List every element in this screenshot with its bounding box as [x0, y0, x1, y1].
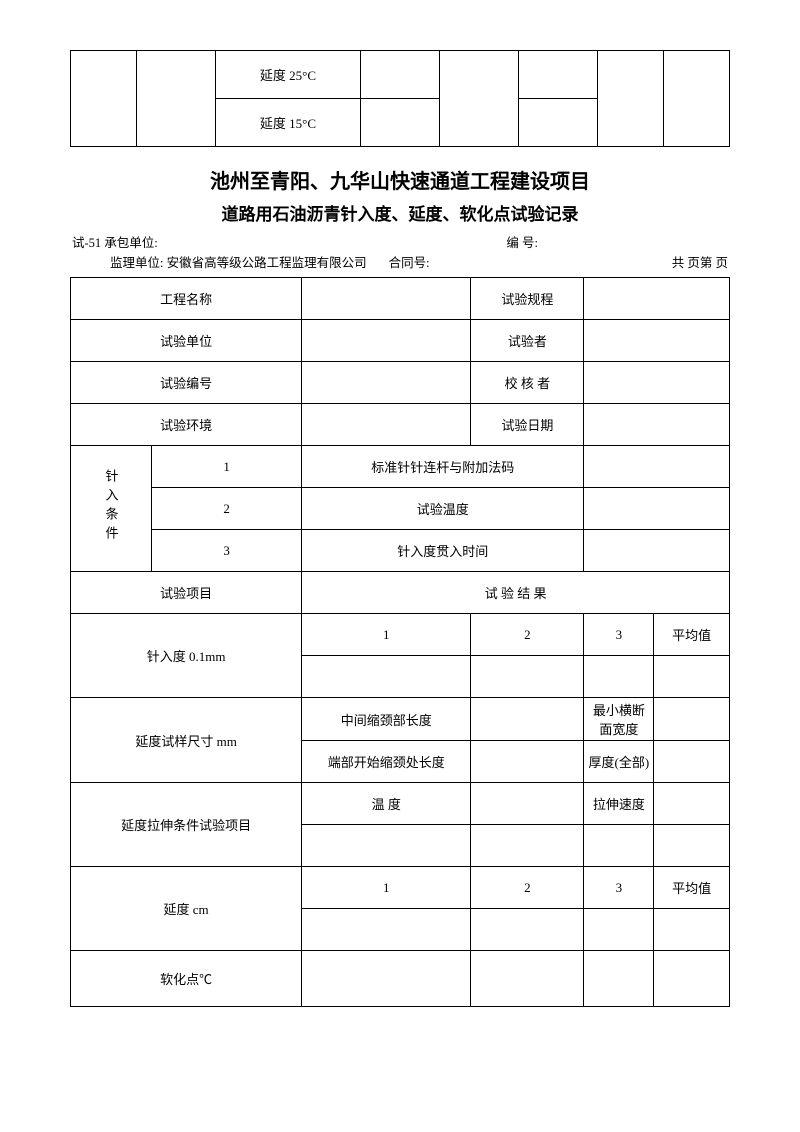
meta-block: 试-51 承包单位: 编 号: 监理单位: 安徽省高等级公路工程监理有限公司 合… [70, 233, 730, 273]
hdr-gcmc: 工程名称 [71, 278, 302, 320]
top-fragment-table: 延度 25°C 延度 15°C [70, 50, 730, 147]
hdr-syz: 试验者 [471, 320, 584, 362]
res-duct-v1 [302, 909, 471, 951]
cond-v2 [584, 488, 730, 530]
res-pen-vavg [654, 656, 730, 698]
res-pen: 针入度 0.1mm [71, 614, 302, 698]
res-avg: 平均值 [654, 614, 730, 656]
top-empty-left1 [71, 51, 137, 147]
main-table: 工程名称 试验规程 试验单位 试验者 试验编号 校 核 者 试验环境 试验日期 … [70, 277, 730, 1007]
res-soft-vavg [654, 951, 730, 1007]
res-thickness-v [654, 741, 730, 783]
top-c2 [440, 51, 519, 147]
res-pen-v1 [302, 656, 471, 698]
hdr-empty3b [584, 362, 730, 404]
res-soft: 软化点℃ [71, 951, 302, 1007]
res-endneck: 端部开始缩颈处长度 [302, 741, 471, 783]
top-c3 [519, 51, 598, 99]
sub-title: 道路用石油沥青针入度、延度、软化点试验记录 [70, 200, 730, 225]
res-duct: 延度 cm [71, 867, 302, 951]
top-row2-label: 延度 15°C [215, 99, 360, 147]
res-soft-v1 [302, 951, 471, 1007]
res-mincross-v [654, 698, 730, 741]
res-c3: 3 [584, 614, 654, 656]
hdr-jhz: 校 核 者 [471, 362, 584, 404]
top-c1 [360, 51, 439, 99]
res-c2: 2 [471, 614, 584, 656]
hdr-syrq: 试验日期 [471, 404, 584, 446]
res-davg: 平均值 [654, 867, 730, 909]
top-c3b [519, 99, 598, 147]
res-duct-v2 [471, 909, 584, 951]
hdr-empty4b [584, 404, 730, 446]
hdr-sygc: 试验规程 [471, 278, 584, 320]
top-c5 [664, 51, 730, 147]
res-stretch-e4 [654, 825, 730, 867]
hdr-empty2b [584, 320, 730, 362]
res-speed: 拉伸速度 [584, 783, 654, 825]
cond-vlabel-text: 针入条件 [102, 469, 121, 545]
hetong: 合同号: [367, 253, 672, 273]
res-soft-v3 [584, 951, 654, 1007]
hdr-syhj: 试验环境 [71, 404, 302, 446]
cond-n1: 1 [152, 446, 302, 488]
cond-v1 [584, 446, 730, 488]
hdr-sybh: 试验编号 [71, 362, 302, 404]
res-project: 试验项目 [71, 572, 302, 614]
res-pen-v2 [471, 656, 584, 698]
cond-n3: 3 [152, 530, 302, 572]
hdr-sydw: 试验单位 [71, 320, 302, 362]
res-stretch: 延度拉伸条件试验项目 [71, 783, 302, 867]
res-thickness: 厚度(全部) [584, 741, 654, 783]
pages: 共 页第 页 [672, 253, 728, 273]
cond-t2: 试验温度 [302, 488, 584, 530]
res-temp: 温 度 [302, 783, 471, 825]
top-c4 [598, 51, 664, 147]
res-mincross: 最小横断面宽度 [584, 698, 654, 741]
res-speed-v [654, 783, 730, 825]
res-stretch-e3 [584, 825, 654, 867]
hdr-empty3 [302, 362, 471, 404]
cond-n2: 2 [152, 488, 302, 530]
hdr-empty1 [302, 278, 471, 320]
res-c1: 1 [302, 614, 471, 656]
res-temp-v [471, 783, 584, 825]
res-stretch-e2 [471, 825, 584, 867]
res-dc3: 3 [584, 867, 654, 909]
res-midneck: 中间缩颈部长度 [302, 698, 471, 741]
hdr-empty2 [302, 320, 471, 362]
form-no: 试-51 承包单位: [72, 233, 158, 253]
res-duct-vavg [654, 909, 730, 951]
res-duct-v3 [584, 909, 654, 951]
main-title: 池州至青阳、九华山快速通道工程建设项目 [70, 165, 730, 194]
cond-t3: 针入度贯入时间 [302, 530, 584, 572]
top-c1b [360, 99, 439, 147]
res-sample: 延度试样尺寸 mm [71, 698, 302, 783]
res-dc1: 1 [302, 867, 471, 909]
hdr-empty1b [584, 278, 730, 320]
res-endneck-v [471, 741, 584, 783]
cond-t1: 标准针针连杆与附加法码 [302, 446, 584, 488]
top-row1-label: 延度 25°C [215, 51, 360, 99]
jianli-label: 监理单位: 安徽省高等级公路工程监理有限公司 [72, 253, 367, 273]
res-dc2: 2 [471, 867, 584, 909]
top-empty-left2 [136, 51, 215, 147]
res-midneck-v [471, 698, 584, 741]
cond-vlabel: 针入条件 [71, 446, 152, 572]
cond-v3 [584, 530, 730, 572]
res-stretch-e1 [302, 825, 471, 867]
res-result: 试 验 结 果 [302, 572, 730, 614]
bian-hao: 编 号: [506, 233, 728, 253]
res-soft-v2 [471, 951, 584, 1007]
hdr-empty4 [302, 404, 471, 446]
res-pen-v3 [584, 656, 654, 698]
